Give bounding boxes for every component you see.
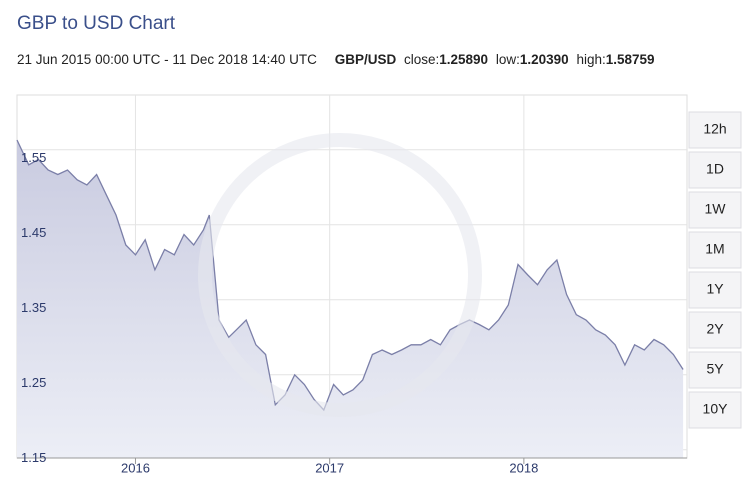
y-tick-label: 1.35 xyxy=(21,300,46,315)
chart-title: GBP to USD Chart xyxy=(17,13,176,34)
x-tick-label: 2016 xyxy=(121,460,150,475)
range-button[interactable] xyxy=(688,151,742,189)
close-label: close: xyxy=(404,52,439,67)
high: 1.58759 xyxy=(606,52,655,67)
range-button-label[interactable]: 12h xyxy=(703,121,726,137)
pair: GBP/USD xyxy=(335,52,397,67)
y-tick-label: 1.55 xyxy=(21,150,46,165)
subtitle: 21 Jun 2015 00:00 UTC - 11 Dec 2018 14:4… xyxy=(17,52,655,67)
watermark xyxy=(198,133,482,417)
line xyxy=(16,139,684,412)
y-tick-label: 1.45 xyxy=(21,225,46,240)
range-button[interactable] xyxy=(688,191,742,229)
date-range: 21 Jun 2015 00:00 UTC - 11 Dec 2018 14:4… xyxy=(17,52,317,67)
range-button[interactable] xyxy=(688,111,742,149)
range-button[interactable] xyxy=(688,351,742,389)
low: 1.20390 xyxy=(520,52,569,67)
range-button-label[interactable]: 1M xyxy=(705,241,724,257)
x-tick-label: 2018 xyxy=(509,460,538,475)
range-button-label[interactable]: 1D xyxy=(706,161,724,177)
range-button[interactable] xyxy=(688,391,742,429)
close: 1.25890 xyxy=(439,52,488,67)
range-button[interactable] xyxy=(688,271,742,309)
range-button-label[interactable]: 2Y xyxy=(706,321,724,337)
low-label: low: xyxy=(496,52,520,67)
range-button-label[interactable]: 1Y xyxy=(706,281,724,297)
range-button-label[interactable]: 1W xyxy=(705,201,727,217)
area xyxy=(17,140,684,458)
y-tick-label: 1.25 xyxy=(21,375,46,390)
y-tick-label: 1.15 xyxy=(21,450,46,465)
range-button-label[interactable]: 5Y xyxy=(706,361,724,377)
range-button[interactable] xyxy=(688,231,742,269)
high-label: high: xyxy=(576,52,605,67)
range-button[interactable] xyxy=(688,311,742,349)
range-button-label[interactable]: 10Y xyxy=(703,401,729,417)
x-tick-label: 2017 xyxy=(315,460,344,475)
